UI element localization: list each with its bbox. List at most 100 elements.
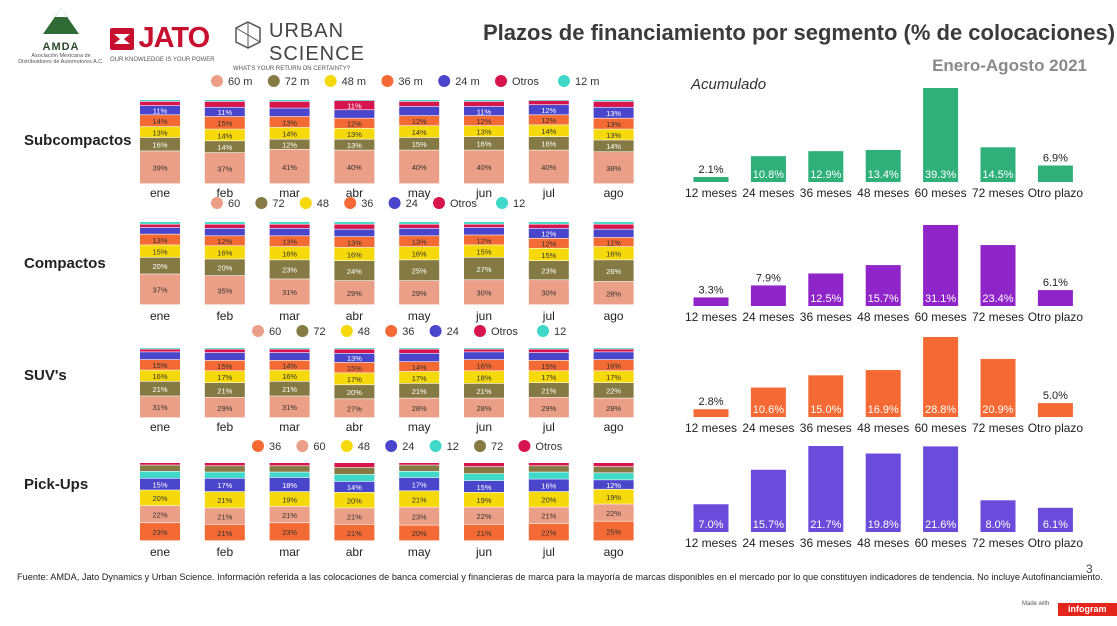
stack-data-label: 13% <box>606 109 621 118</box>
accumulated-data-label: 2.1% <box>698 164 723 176</box>
accumulated-bar <box>980 500 1016 532</box>
stack-segment-12 <box>269 222 310 224</box>
legend-marker <box>558 75 570 87</box>
stack-data-label: 31% <box>282 403 297 412</box>
stack-data-label: 21% <box>412 495 427 504</box>
stack-data-label: 15% <box>412 140 427 149</box>
stack-segment-12 <box>334 222 375 224</box>
stack-data-label: 15% <box>217 362 232 371</box>
segment-label: SUV's <box>24 367 67 384</box>
stack-data-label: 12% <box>541 116 556 125</box>
stack-segment-Otros <box>464 463 504 467</box>
term-tick-label: Otro plazo <box>1028 421 1084 435</box>
stack-segment-36 <box>204 360 245 371</box>
stack-data-label: 23% <box>282 266 297 275</box>
legend-label: 48 m <box>342 76 366 88</box>
stack-data-label: 15% <box>347 364 362 373</box>
accumulated-data-label: 10.8% <box>753 169 784 181</box>
stack-segment-60 <box>140 505 180 523</box>
legend-marker <box>296 440 309 452</box>
stack-segment-48 <box>464 492 504 507</box>
stack-segment-72 <box>204 466 245 472</box>
accumulated-data-label: 16.9% <box>868 404 899 416</box>
page-number: 3 <box>1086 562 1093 576</box>
month-tick-label: jun <box>475 420 492 434</box>
stack-segment-72 <box>464 466 504 474</box>
stack-segment-12 <box>204 100 245 102</box>
term-tick-label: 60 meses <box>915 421 967 435</box>
stack-segment-72 <box>269 139 310 149</box>
stack-segment-60 <box>334 508 375 525</box>
legend-label: 72 <box>491 441 503 453</box>
accumulated-data-label: 14.5% <box>982 169 1013 181</box>
stack-segment-Otros <box>204 224 245 229</box>
stack-segment-Otros <box>528 100 569 105</box>
stack-data-label: 15% <box>541 362 556 371</box>
legend-label: 12 m <box>575 76 599 88</box>
stack-segment-24 <box>593 107 634 118</box>
stack-segment-Otros <box>204 101 245 107</box>
legend-label: 12 <box>447 441 459 453</box>
term-tick-label: Otro plazo <box>1028 310 1084 324</box>
term-tick-label: 36 meses <box>800 186 852 200</box>
stack-data-label: 17% <box>217 481 232 490</box>
stack-segment-Otros <box>269 101 310 108</box>
stack-segment-72 <box>334 385 375 399</box>
stack-segment-60 <box>399 507 440 525</box>
legend-item: 48 m <box>324 75 366 88</box>
month-tick-label: mar <box>279 545 300 559</box>
stack-data-label: 17% <box>606 373 621 382</box>
stack-segment-24 <box>593 480 634 489</box>
stack-segment-Otros <box>593 463 634 467</box>
stack-data-label: 15% <box>217 119 232 128</box>
jato-name: JATO <box>138 22 210 54</box>
stack-data-label: 28% <box>606 404 621 413</box>
legend-marker <box>296 325 309 337</box>
stack-segment-72 <box>334 261 375 281</box>
stack-segment-60 <box>593 504 634 521</box>
stack-segment-24 <box>399 228 440 236</box>
amda-logo: AMDA Asociación Mexicana de Distribuidor… <box>18 6 104 65</box>
segment-panel-1: Compactos 60 72 48 36 24 Otros 12 37% 20% 15% 13% en… <box>24 197 1083 324</box>
stack-segment-12 <box>464 348 504 349</box>
stack-segment-Otros <box>528 463 569 466</box>
stack-data-label: 12% <box>217 237 232 246</box>
stack-segment-12 <box>528 472 569 479</box>
legend-marker <box>299 197 312 209</box>
stack-data-label: 13% <box>606 120 621 129</box>
stack-data-label: 21% <box>217 386 232 395</box>
stack-data-label: 12% <box>412 117 427 126</box>
legend-marker <box>252 325 264 337</box>
stack-segment-36 <box>334 362 375 373</box>
accumulated-bar <box>1037 507 1073 532</box>
stack-segment-36 <box>334 118 375 128</box>
accumulated-data-label: 10.6% <box>753 404 784 416</box>
stack-segment-24 <box>464 106 504 116</box>
stack-data-label: 21% <box>217 512 232 521</box>
stack-data-label: 12% <box>606 481 621 490</box>
stack-segment-36 <box>269 236 310 247</box>
month-tick-label: jul <box>542 186 555 200</box>
stack-segment-36 <box>399 362 440 372</box>
month-tick-label: may <box>408 309 431 323</box>
stack-segment-72 <box>464 383 504 398</box>
stack-segment-Otros <box>140 101 180 106</box>
month-tick-label: may <box>408 420 431 434</box>
legend-label: 72 m <box>285 76 309 88</box>
stack-data-label: 11% <box>347 101 362 110</box>
legend-label: 60 <box>228 198 240 210</box>
stack-data-label: 22% <box>541 528 556 537</box>
month-tick-label: jun <box>475 309 492 323</box>
stack-data-label: 21% <box>347 529 362 538</box>
infogram-badge[interactable]: infogram <box>1058 603 1117 616</box>
stack-data-label: 16% <box>152 372 167 381</box>
stack-segment-72 <box>204 383 245 398</box>
stack-data-label: 21% <box>217 496 232 505</box>
accumulated-bar <box>808 273 844 306</box>
legend-marker <box>496 197 508 209</box>
term-tick-label: 24 meses <box>742 536 794 550</box>
stack-segment-72 <box>334 139 375 150</box>
stack-segment-12 <box>204 472 245 478</box>
stack-data-label: 27% <box>347 405 362 414</box>
month-tick-label: ene <box>150 309 170 323</box>
